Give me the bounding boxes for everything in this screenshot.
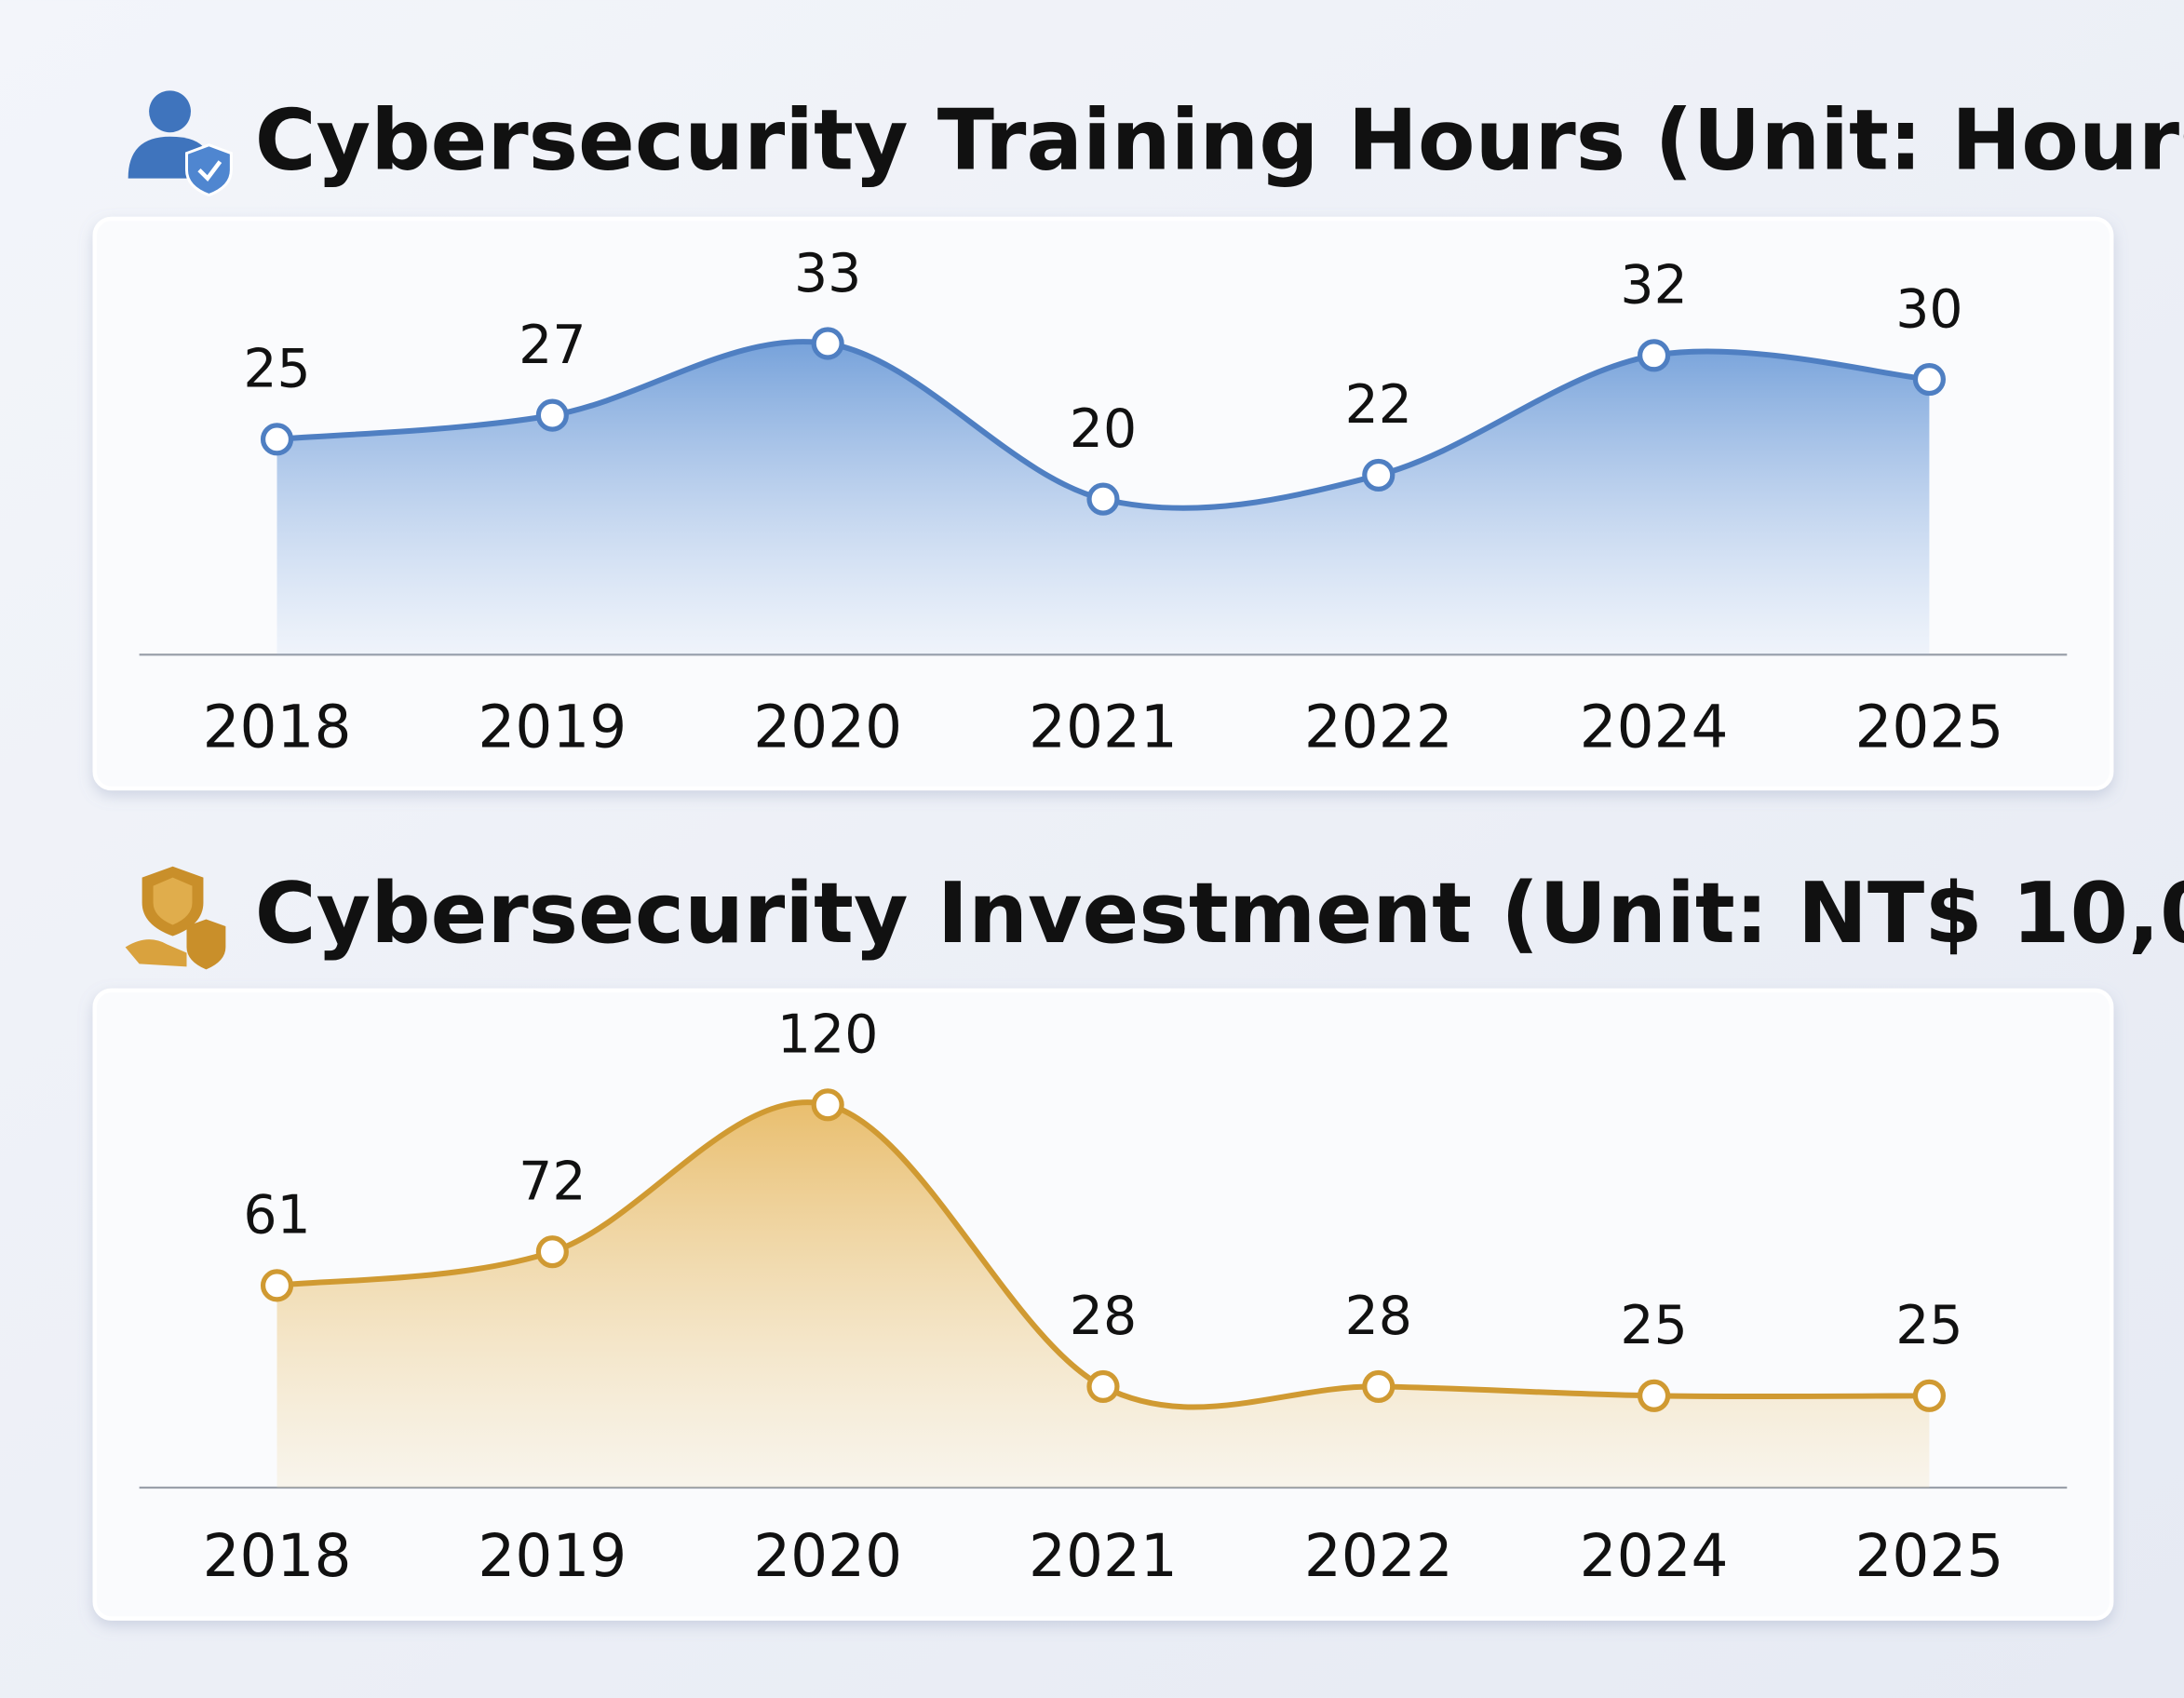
value-label: 22 [1345, 374, 1412, 436]
x-tick-label: 2022 [1304, 694, 1453, 761]
value-label: 32 [1620, 255, 1687, 317]
x-tick-label: 2022 [1304, 1522, 1453, 1590]
x-tick-label: 2020 [753, 1522, 902, 1590]
point [260, 1269, 294, 1302]
x-tick-label: 2020 [753, 694, 902, 761]
point [535, 1235, 569, 1269]
value-label: 20 [1070, 398, 1137, 460]
point [1362, 458, 1395, 492]
point [1638, 1379, 1671, 1412]
point [1638, 339, 1671, 372]
value-label: 25 [1895, 1295, 1962, 1356]
chart-title: Cybersecurity Training Hours (Unit: Hour… [255, 93, 2184, 190]
x-tick-label: 2019 [478, 1522, 627, 1590]
value-label: 25 [1620, 1295, 1687, 1356]
point [811, 327, 844, 360]
x-tick-label: 2018 [203, 694, 352, 761]
point [1912, 1379, 1946, 1412]
value-label: 28 [1070, 1286, 1137, 1347]
chart-title: Cybersecurity Investment (Unit: NT$ 10,0… [255, 866, 2184, 963]
point [1912, 362, 1946, 397]
x-tick-label: 2024 [1580, 694, 1729, 761]
value-label: 30 [1895, 278, 1962, 340]
x-tick-label: 2025 [1854, 694, 2003, 761]
user-shield-icon [128, 90, 233, 197]
point [1362, 1369, 1395, 1404]
shield-hand-icon [125, 866, 226, 970]
x-tick-label: 2018 [203, 1522, 352, 1590]
point [1086, 1369, 1120, 1404]
x-tick-label: 2024 [1580, 1522, 1729, 1590]
point [811, 1088, 844, 1122]
point [260, 423, 294, 456]
value-label: 28 [1345, 1286, 1412, 1347]
x-tick-label: 2021 [1029, 694, 1178, 761]
x-tick-label: 2021 [1029, 1522, 1178, 1590]
value-label: 33 [794, 243, 861, 304]
x-tick-label: 2019 [478, 694, 627, 761]
value-label: 61 [243, 1185, 310, 1247]
value-label: 120 [777, 1004, 878, 1066]
value-label: 25 [243, 339, 310, 400]
value-label: 72 [519, 1152, 586, 1213]
point [535, 398, 569, 432]
value-label: 27 [519, 315, 586, 376]
x-tick-label: 2025 [1854, 1522, 2003, 1590]
point [1086, 482, 1120, 516]
area [276, 342, 1930, 655]
